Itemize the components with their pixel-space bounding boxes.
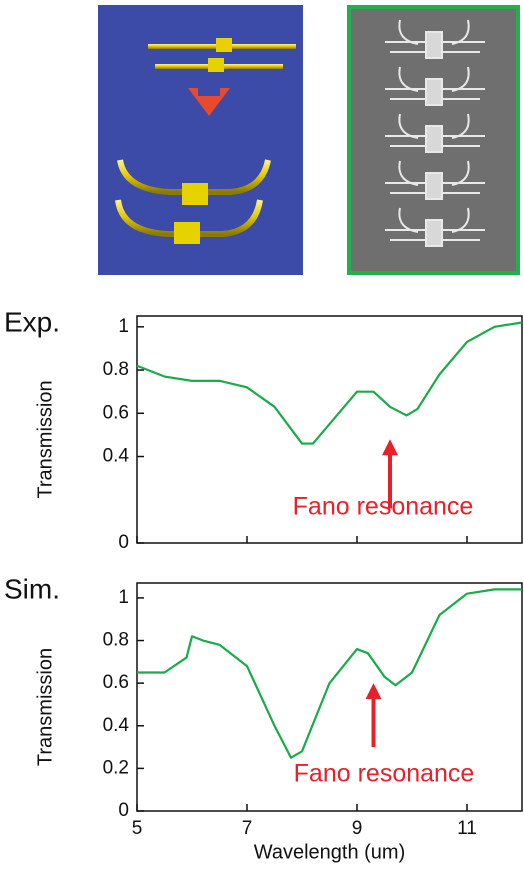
y-tick-label: 1 [118, 316, 129, 337]
y-tick-label: 0.8 [103, 630, 129, 651]
y-tick-label: 0 [118, 800, 129, 821]
figure: 0 0.4 0.6 0.8 1 Exp. Transmission Fano resonanc… [0, 0, 524, 887]
y-tick-label: 0.6 [103, 672, 129, 693]
x-tick-label: 11 [457, 818, 477, 839]
annotation: Fano resonance [294, 760, 475, 788]
y-tick-label: 0.8 [103, 359, 129, 380]
y-tick-label: 0.2 [103, 757, 129, 778]
x-axis-label: Wavelength (um) [254, 841, 406, 863]
y-tick-label: 1 [118, 587, 129, 608]
y-tick-label: 0.6 [103, 402, 129, 423]
x-tick-label: 9 [352, 818, 363, 839]
panel-label: Sim. [4, 573, 60, 604]
annotation-arrowhead [382, 439, 398, 455]
x-tick-label: 7 [242, 818, 253, 839]
plots: 0 0.4 0.6 0.8 1 Exp. Transmission Fano resonanc… [4, 306, 522, 863]
y-axis-label: Transmission [34, 380, 56, 498]
data-line [137, 322, 522, 443]
panel-label: Exp. [4, 306, 60, 337]
schematic-panel [98, 5, 303, 275]
y-axis-label: Transmission [34, 648, 56, 766]
y-tick-label: 0.4 [103, 446, 130, 467]
annotation-arrowhead [366, 683, 382, 699]
annotation: Fano resonance [293, 493, 474, 521]
y-tick-label: 0 [118, 532, 129, 553]
sem-image-panel [349, 7, 518, 273]
data-line [137, 589, 522, 757]
y-tick-label: 0.4 [103, 715, 130, 736]
x-tick-label: 5 [132, 818, 143, 839]
